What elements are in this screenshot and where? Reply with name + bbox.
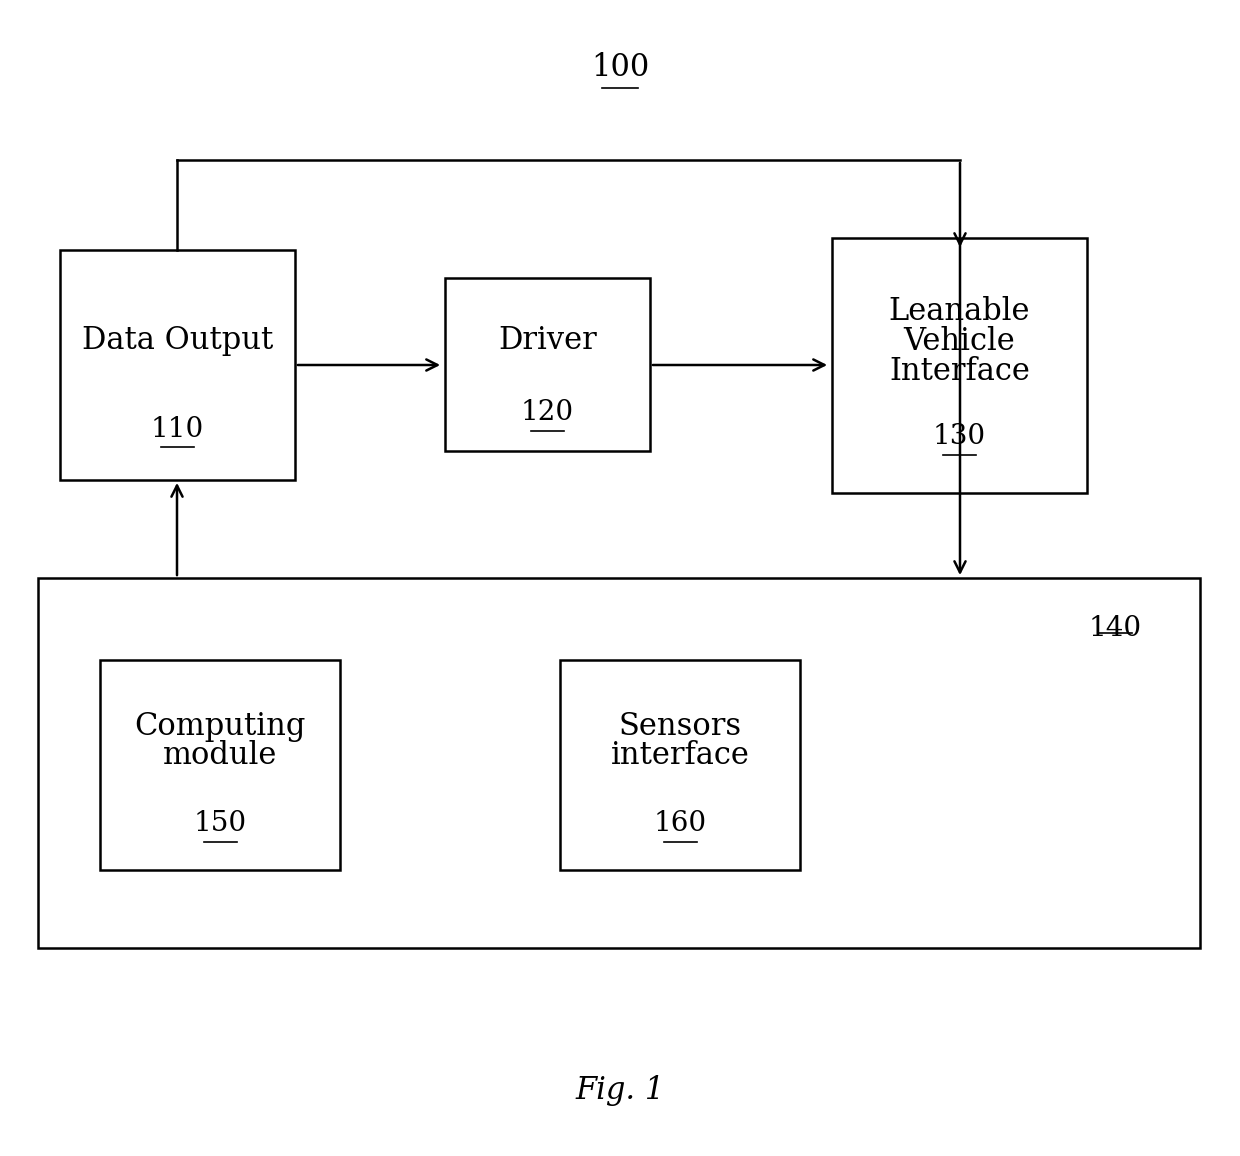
Text: 130: 130 [932, 423, 986, 451]
Text: Driver: Driver [498, 325, 596, 356]
Bar [100, 660, 340, 870]
Text: Interface: Interface [889, 356, 1030, 387]
Bar [445, 277, 650, 451]
Text: Vehicle: Vehicle [904, 326, 1016, 357]
Bar [832, 238, 1087, 492]
Text: 140: 140 [1089, 615, 1142, 642]
Text: Computing: Computing [134, 711, 306, 742]
Text: 110: 110 [151, 416, 205, 443]
Text: 160: 160 [653, 810, 707, 837]
Text: Fig. 1: Fig. 1 [575, 1074, 665, 1105]
Text: 100: 100 [591, 52, 649, 83]
Text: 120: 120 [521, 400, 574, 427]
Bar [60, 250, 295, 480]
Text: 150: 150 [193, 810, 247, 837]
Text: Sensors: Sensors [619, 711, 742, 742]
Text: module: module [162, 740, 278, 771]
Text: Leanable: Leanable [889, 296, 1030, 327]
Bar [38, 578, 1200, 948]
Text: interface: interface [610, 740, 749, 771]
Bar [560, 660, 800, 870]
Text: Data Output: Data Output [82, 326, 273, 356]
